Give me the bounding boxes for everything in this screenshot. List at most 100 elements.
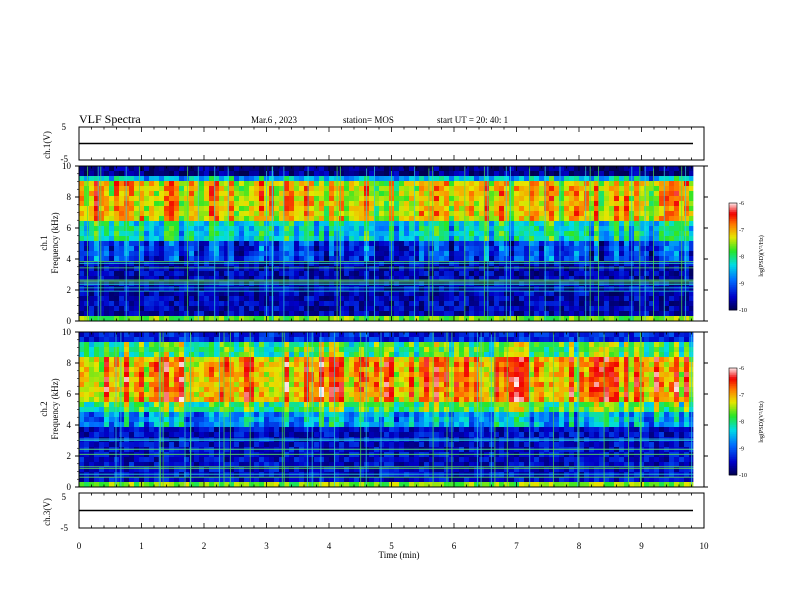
spectrogram-cell — [99, 452, 105, 458]
spectrogram-cell — [184, 276, 190, 282]
spectrogram-cell — [639, 191, 645, 197]
spectrogram-cell — [174, 261, 180, 267]
spectrogram-cell — [349, 246, 355, 252]
spectrogram-cell — [79, 397, 85, 403]
spectrogram-cell — [159, 271, 165, 277]
spectrogram-cell — [524, 191, 530, 197]
spectrogram-cell — [194, 397, 200, 403]
spectrogram-cell — [529, 306, 535, 312]
spectrogram-cell — [489, 281, 495, 287]
spectrogram-cell — [644, 261, 650, 267]
spectrogram-cell — [329, 211, 335, 217]
spectrogram-cell — [224, 201, 230, 207]
spectrogram-cell — [329, 216, 335, 222]
spectrogram-cell — [624, 296, 630, 302]
spectrogram-cell — [284, 211, 290, 217]
spectrogram-cell — [449, 191, 455, 197]
spectrogram-cell — [584, 166, 590, 172]
spectrogram-cell — [159, 372, 165, 378]
spectrogram-cell — [599, 311, 605, 317]
spectrogram-cell — [604, 296, 610, 302]
spectrogram-cell — [409, 216, 415, 222]
spectrogram-cell — [419, 196, 425, 202]
spectrogram-cell — [104, 337, 110, 343]
spectrogram-cell — [89, 251, 95, 257]
spectrogram-cell — [519, 216, 525, 222]
spectrogram-cell — [89, 427, 95, 433]
spectrogram-cell — [209, 176, 215, 182]
spectrogram-cell — [649, 201, 655, 207]
spectrogram-cell — [594, 176, 600, 182]
spectrogram-cell — [239, 261, 245, 267]
spectrogram-cell — [444, 186, 450, 192]
spectrogram-cell — [509, 201, 515, 207]
spectrogram-cell — [329, 221, 335, 227]
spectrogram-cell — [134, 402, 140, 408]
spectrogram-cell — [199, 256, 205, 262]
spectrogram-cell — [159, 281, 165, 287]
spectrogram-cell — [214, 296, 220, 302]
spectrogram-cell — [249, 181, 255, 187]
spectrogram-cell — [399, 291, 405, 297]
spectrogram-cell — [404, 231, 410, 237]
spectrogram-cell — [349, 236, 355, 242]
spectrogram-cell — [434, 216, 440, 222]
spectrogram-cell — [254, 261, 260, 267]
spectrogram-cell — [104, 467, 110, 473]
spectrogram-cell — [499, 251, 505, 257]
spectrogram-cell — [314, 181, 320, 187]
spectrogram-cell — [544, 271, 550, 277]
spectrogram-cell — [424, 291, 430, 297]
spectrogram-cell — [164, 196, 170, 202]
spectrogram-cell — [474, 171, 480, 177]
spectrogram-cell — [524, 261, 530, 267]
spectrogram-cell — [289, 206, 295, 212]
spectrogram-cell — [184, 201, 190, 207]
spectrogram-cell — [169, 462, 175, 468]
spectrogram-cell — [344, 171, 350, 177]
spectrogram-cell — [414, 301, 420, 307]
spectrogram-cell — [129, 362, 135, 368]
spectrogram-cell — [349, 296, 355, 302]
spectrogram-cell — [304, 291, 310, 297]
spectrogram-cell — [194, 347, 200, 353]
spectrogram-cell — [209, 261, 215, 267]
colorbar-segment — [729, 220, 737, 224]
spectrogram-cell — [579, 241, 585, 247]
spectrogram-cell — [94, 402, 100, 408]
spectrogram-cell — [129, 206, 135, 212]
spectrogram-cell — [129, 427, 135, 433]
spectrogram-cell — [159, 261, 165, 267]
spectrogram-cell — [634, 216, 640, 222]
spectrogram-cell — [239, 246, 245, 252]
spectrogram-cell — [229, 226, 235, 232]
spectrogram-cell — [614, 251, 620, 257]
spectrogram-cell — [614, 181, 620, 187]
spectrogram-cell — [464, 246, 470, 252]
colorbar-segment — [729, 217, 737, 220]
spectrogram-cell — [144, 422, 150, 428]
spectrogram-cell — [199, 206, 205, 212]
spectrogram-cell — [169, 171, 175, 177]
spectrogram-cell — [509, 171, 515, 177]
spectrogram-cell — [294, 231, 300, 237]
spectrogram-cell — [554, 311, 560, 317]
spectrogram-cell — [484, 271, 490, 277]
spectrogram-cell — [494, 291, 500, 297]
spectrogram-cell — [419, 176, 425, 182]
spectrogram-cell — [154, 266, 160, 272]
spectrogram-cell — [404, 281, 410, 287]
spectrogram-cell — [144, 397, 150, 403]
spectrogram-cell — [279, 256, 285, 262]
spectrogram-cell — [79, 367, 85, 373]
spectrogram-cell — [164, 181, 170, 187]
spectrogram-cell — [304, 306, 310, 312]
spectrogram-cell — [139, 216, 145, 222]
spectrogram-cell — [114, 166, 120, 172]
spectrogram-cell — [409, 271, 415, 277]
spectrogram-cell — [449, 311, 455, 317]
spectrogram-cell — [459, 186, 465, 192]
spectrogram-cell — [279, 301, 285, 307]
spectrogram-cell — [164, 251, 170, 257]
spectrogram-cell — [374, 236, 380, 242]
